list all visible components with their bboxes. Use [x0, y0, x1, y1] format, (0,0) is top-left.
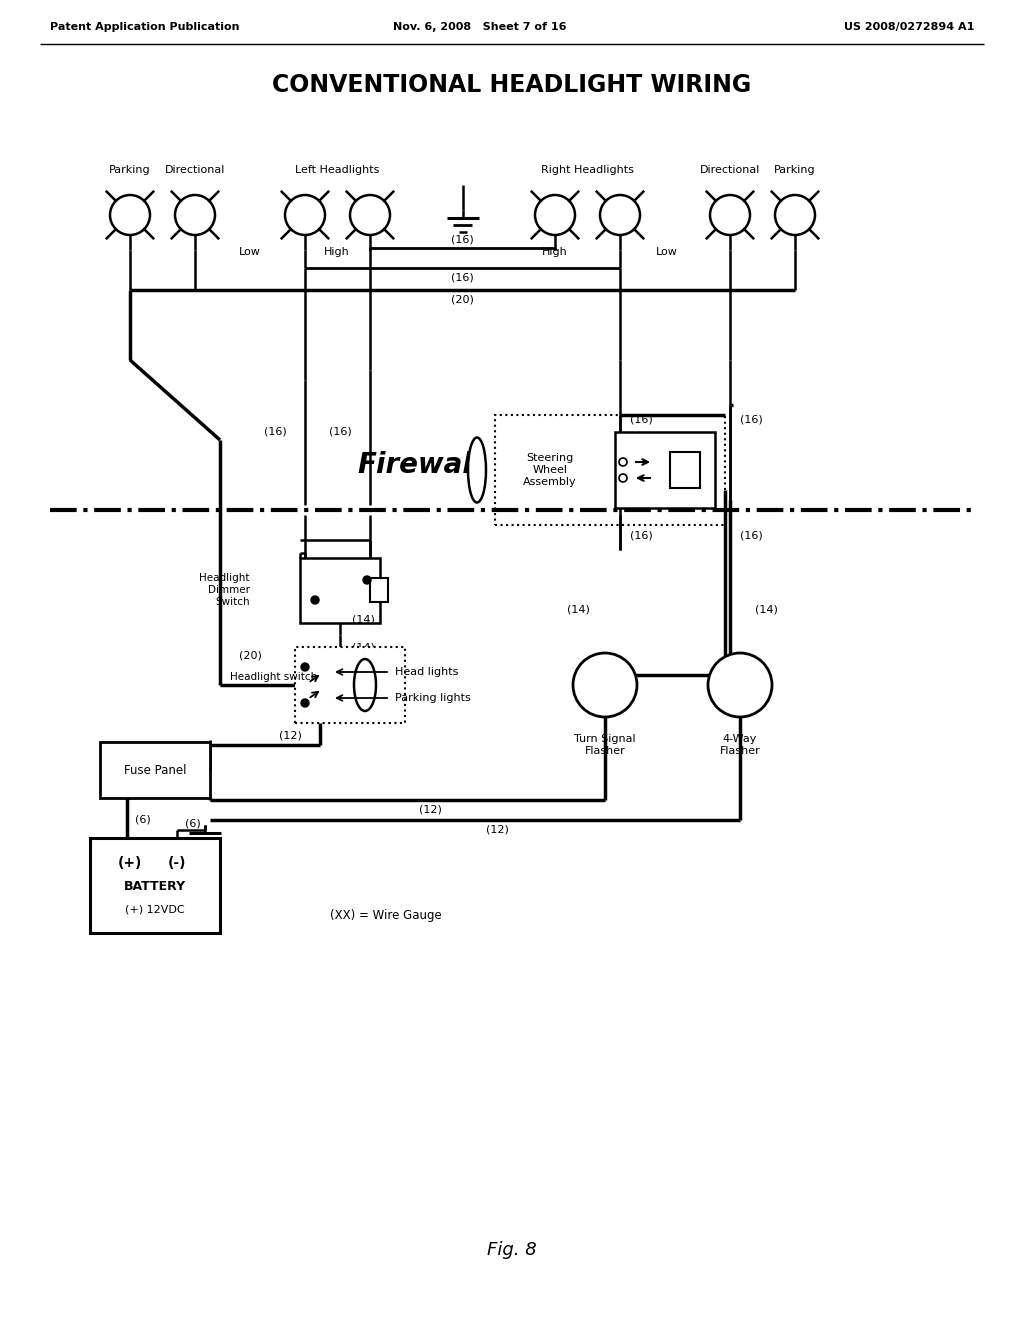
- Ellipse shape: [354, 659, 376, 711]
- Text: Headlight switch: Headlight switch: [230, 672, 317, 682]
- Text: Head lights: Head lights: [395, 667, 459, 677]
- Text: Steering
Wheel
Assembly: Steering Wheel Assembly: [523, 453, 577, 487]
- Text: (12): (12): [486, 825, 509, 836]
- Text: Firewall: Firewall: [357, 451, 482, 479]
- Text: (16): (16): [630, 414, 652, 425]
- Text: (16): (16): [452, 273, 474, 282]
- Text: High: High: [542, 247, 568, 257]
- Text: (16): (16): [330, 426, 352, 437]
- Bar: [90, 838, 220, 933]
- Text: Headlight
Dimmer
Switch: Headlight Dimmer Switch: [200, 573, 250, 607]
- Circle shape: [301, 700, 309, 708]
- Circle shape: [710, 195, 750, 235]
- Circle shape: [600, 195, 640, 235]
- Text: (20): (20): [239, 649, 261, 660]
- Text: Parking lights: Parking lights: [395, 693, 471, 704]
- Bar: [615, 432, 715, 508]
- Circle shape: [618, 458, 627, 466]
- Text: Parking: Parking: [774, 165, 816, 176]
- Text: US 2008/0272894 A1: US 2008/0272894 A1: [844, 22, 974, 32]
- Text: (20): (20): [451, 294, 474, 305]
- Circle shape: [535, 195, 575, 235]
- Circle shape: [350, 195, 390, 235]
- Text: Parking: Parking: [110, 165, 151, 176]
- Text: High: High: [325, 247, 350, 257]
- Text: (16): (16): [452, 235, 474, 246]
- Text: (16): (16): [264, 426, 287, 437]
- Text: Low: Low: [239, 247, 261, 257]
- Text: Fig. 8: Fig. 8: [487, 1241, 537, 1259]
- Text: Turn Signal
Flasher: Turn Signal Flasher: [574, 734, 636, 756]
- Text: (6): (6): [185, 818, 201, 828]
- Circle shape: [775, 195, 815, 235]
- Circle shape: [708, 653, 772, 717]
- Text: (6): (6): [135, 814, 151, 824]
- Text: (XX) = Wire Gauge: (XX) = Wire Gauge: [330, 908, 441, 921]
- Text: Nov. 6, 2008   Sheet 7 of 16: Nov. 6, 2008 Sheet 7 of 16: [393, 22, 566, 32]
- Text: (14): (14): [352, 615, 375, 624]
- Text: (14): (14): [567, 605, 590, 615]
- Text: (+): (+): [118, 855, 142, 870]
- Bar: [370, 578, 388, 602]
- Circle shape: [110, 195, 150, 235]
- Text: 4-Way
Flasher: 4-Way Flasher: [720, 734, 761, 756]
- Text: CONVENTIONAL HEADLIGHT WIRING: CONVENTIONAL HEADLIGHT WIRING: [272, 73, 752, 96]
- Circle shape: [618, 474, 627, 482]
- Circle shape: [362, 576, 371, 583]
- Text: (-): (-): [168, 855, 186, 870]
- Text: (+) 12VDC: (+) 12VDC: [125, 904, 184, 913]
- Text: (16): (16): [740, 414, 763, 425]
- Text: (14): (14): [755, 605, 778, 615]
- Circle shape: [311, 597, 319, 605]
- Text: (16): (16): [740, 531, 763, 540]
- Text: Low: Low: [656, 247, 678, 257]
- Text: BATTERY: BATTERY: [124, 880, 186, 894]
- Circle shape: [285, 195, 325, 235]
- Text: (16): (16): [630, 531, 652, 540]
- Bar: [495, 414, 725, 525]
- Text: Directional: Directional: [165, 165, 225, 176]
- Text: (14): (14): [352, 643, 375, 652]
- Text: Left Headlights: Left Headlights: [295, 165, 379, 176]
- Circle shape: [175, 195, 215, 235]
- Bar: [295, 647, 406, 723]
- Bar: [300, 557, 380, 623]
- Text: (12): (12): [280, 730, 302, 741]
- Circle shape: [573, 653, 637, 717]
- Text: Directional: Directional: [699, 165, 760, 176]
- Text: Right Headlights: Right Headlights: [541, 165, 634, 176]
- Bar: [100, 742, 210, 799]
- Text: Fuse Panel: Fuse Panel: [124, 763, 186, 776]
- Circle shape: [301, 663, 309, 671]
- Text: (12): (12): [419, 805, 441, 814]
- Text: Patent Application Publication: Patent Application Publication: [50, 22, 240, 32]
- Ellipse shape: [468, 437, 486, 503]
- Bar: [670, 451, 700, 488]
